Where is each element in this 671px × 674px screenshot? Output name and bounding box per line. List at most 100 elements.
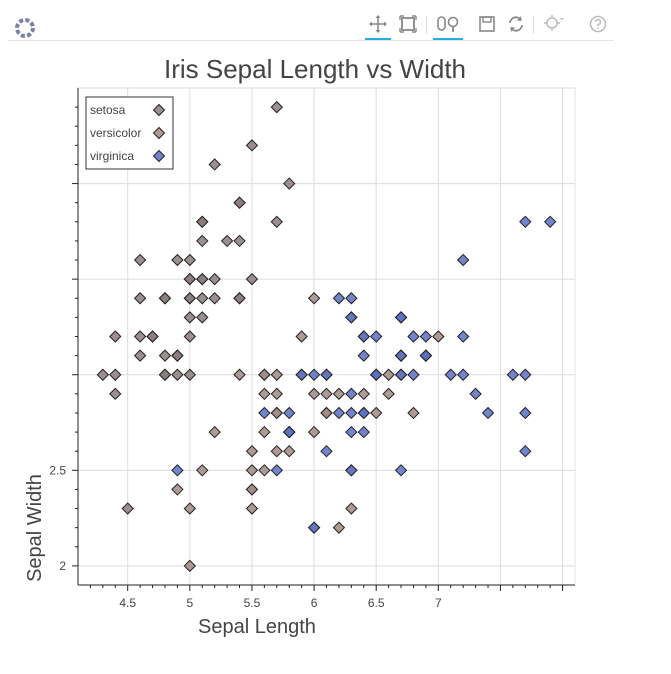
legend-marker-setosa (152, 103, 166, 117)
legend-label-setosa: setosa (90, 103, 126, 117)
data-point-setosa (233, 196, 246, 209)
box-zoom-icon (399, 15, 417, 33)
help-tool[interactable] (585, 12, 611, 40)
data-point-virginica (543, 215, 557, 229)
plot-area[interactable] (77, 87, 576, 586)
data-point-setosa (208, 272, 221, 286)
data-point-versicolor (208, 425, 221, 439)
help-icon (589, 15, 607, 33)
data-point-virginica (307, 521, 321, 534)
data-point-virginica (320, 368, 333, 381)
data-point-versicolor (258, 425, 271, 439)
data-points (96, 100, 557, 573)
data-point-versicolor (283, 444, 296, 458)
box-zoom-tool[interactable] (395, 12, 421, 40)
data-point-setosa (121, 502, 134, 515)
data-point-versicolor (320, 406, 333, 420)
data-point-versicolor (332, 521, 346, 534)
data-point-virginica (369, 368, 383, 381)
y-axis-label: Sepal Width (24, 474, 46, 582)
data-point-virginica (481, 406, 495, 420)
data-point-versicolor (245, 502, 259, 515)
data-point-setosa (183, 368, 197, 381)
data-point-virginica (394, 349, 408, 362)
data-point-virginica (320, 444, 333, 458)
data-point-virginica (283, 425, 296, 439)
data-point-versicolor (270, 444, 284, 458)
data-point-versicolor (382, 368, 395, 381)
data-point-setosa (133, 292, 147, 305)
data-point-setosa (133, 330, 147, 343)
reset-icon (509, 16, 523, 32)
data-point-versicolor (295, 330, 308, 343)
data-point-versicolor (245, 444, 259, 458)
data-point-setosa (133, 349, 147, 362)
data-point-virginica (419, 349, 433, 362)
data-point-versicolor (357, 387, 370, 401)
data-point-virginica (357, 425, 370, 439)
data-point-setosa (283, 177, 296, 190)
legend-label-virginica: virginica (90, 149, 134, 163)
save-tool[interactable] (474, 12, 500, 40)
x-tick-label: 6 (311, 596, 318, 610)
data-point-setosa (183, 292, 197, 305)
data-point-virginica (295, 368, 308, 381)
data-point-setosa (183, 253, 197, 267)
x-tick-label: 5.5 (244, 596, 261, 610)
data-point-versicolor (369, 406, 383, 420)
hover-tool[interactable] (540, 12, 566, 40)
x-tick-label: 4.5 (119, 596, 136, 610)
data-point-versicolor (407, 406, 420, 420)
reset-tool[interactable] (503, 12, 529, 40)
toolbar-separator (426, 16, 427, 34)
data-point-virginica (332, 406, 346, 420)
data-point-virginica (345, 311, 358, 324)
axes: 4.5 5 5.5 6 6.5 7 2 2.5 (49, 88, 575, 610)
data-point-virginica (394, 368, 408, 381)
hover-icon (544, 15, 564, 31)
data-point-setosa (196, 311, 209, 324)
data-point-virginica (369, 330, 383, 343)
data-point-virginica (270, 464, 284, 477)
toolbar-separator (533, 16, 534, 34)
x-tick-label: 5 (186, 596, 193, 610)
data-point-setosa (233, 292, 246, 305)
data-point-setosa (208, 158, 221, 171)
data-point-virginica (407, 368, 420, 381)
y-tick-label: 2 (59, 559, 66, 573)
chart-title: Iris Sepal Length vs Width (164, 54, 466, 84)
data-point-versicolor (382, 387, 395, 401)
y-tick-label: 2.5 (49, 463, 66, 477)
data-point-versicolor (270, 368, 284, 381)
data-point-setosa (171, 253, 184, 267)
data-point-setosa (196, 272, 209, 286)
data-point-virginica (171, 464, 184, 477)
wheel-zoom-tool[interactable] (433, 12, 463, 40)
x-tick-label: 6.5 (368, 596, 385, 610)
data-point-setosa (270, 215, 284, 229)
data-point-virginica (519, 215, 532, 229)
data-point-setosa (158, 292, 172, 305)
data-point-setosa (196, 292, 209, 305)
data-point-versicolor (258, 387, 271, 401)
pan-tool[interactable] (365, 12, 391, 40)
data-point-setosa (245, 139, 259, 152)
data-point-versicolor (270, 387, 284, 401)
data-point-virginica (444, 368, 457, 381)
legend[interactable]: setosa versicolor virginica (85, 96, 174, 170)
data-point-setosa (146, 330, 159, 343)
data-point-virginica (456, 330, 470, 343)
data-point-virginica (357, 330, 370, 343)
data-point-setosa (158, 349, 172, 362)
data-point-setosa (245, 272, 259, 286)
data-point-virginica (506, 368, 520, 381)
data-point-virginica (307, 368, 321, 381)
toolbar (0, 0, 620, 40)
data-point-versicolor (245, 464, 259, 477)
x-axis-label: Sepal Length (198, 616, 316, 638)
toolbar-divider (8, 40, 614, 41)
data-point-versicolor (332, 387, 346, 401)
data-point-setosa (183, 272, 197, 286)
data-point-setosa (270, 100, 284, 114)
